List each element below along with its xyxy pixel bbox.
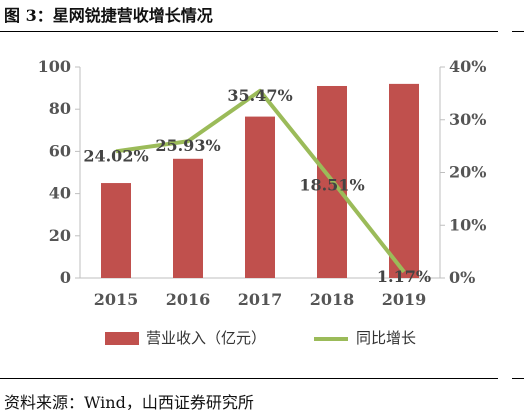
- growth-data-label: 1.17%: [377, 267, 431, 286]
- revenue-chart: 0 20 40 60 80 100 0% 10% 20% 30% 40% 2015 2016 2017 20…: [38, 57, 487, 347]
- x-axis-tick-label: 2015: [94, 290, 139, 309]
- growth-data-label: 35.47%: [227, 86, 292, 105]
- top-rule: [0, 31, 498, 32]
- left-axis-tick-label: 20: [49, 226, 71, 245]
- x-axis-tick-label: 2019: [382, 290, 427, 309]
- left-axis-tick-label: 40: [49, 184, 71, 203]
- legend-bar-label: 营业收入（亿元）: [146, 329, 266, 347]
- x-axis-tick-label: 2018: [310, 290, 355, 309]
- bottom-rule: [0, 378, 498, 379]
- revenue-bar: [389, 83, 419, 278]
- figure-title: 图 3：星网锐捷营收增长情况: [4, 6, 213, 25]
- x-axis-tick-label: 2017: [238, 290, 283, 309]
- x-axis-tick-label: 2016: [166, 290, 211, 309]
- growth-data-label: 18.51%: [299, 175, 364, 194]
- left-axis-tick-label: 0: [60, 268, 71, 287]
- left-axis-tick-label: 60: [49, 141, 71, 160]
- growth-data-label: 25.93%: [155, 136, 220, 155]
- growth-line: [115, 88, 406, 274]
- growth-data-label: 24.02%: [83, 146, 148, 165]
- top-rule-right: [512, 31, 524, 32]
- right-axis-tick-label: 40%: [449, 57, 486, 76]
- legend-bar-swatch: [105, 332, 139, 345]
- figure-source: 资料来源：Wind，山西证券研究所: [4, 393, 254, 412]
- left-axis-tick-label: 80: [49, 99, 71, 118]
- right-axis-tick-label: 20%: [449, 163, 486, 182]
- bottom-rule-right: [512, 378, 524, 379]
- legend-line-label: 同比增长: [356, 329, 416, 347]
- revenue-bar: [101, 183, 131, 278]
- revenue-bar: [245, 116, 275, 279]
- right-axis-tick-label: 10%: [449, 215, 486, 234]
- left-axis-tick-label: 100: [38, 57, 71, 76]
- revenue-bar: [173, 158, 203, 278]
- right-axis-tick-label: 0%: [449, 268, 475, 287]
- right-axis-tick-label: 30%: [449, 110, 486, 129]
